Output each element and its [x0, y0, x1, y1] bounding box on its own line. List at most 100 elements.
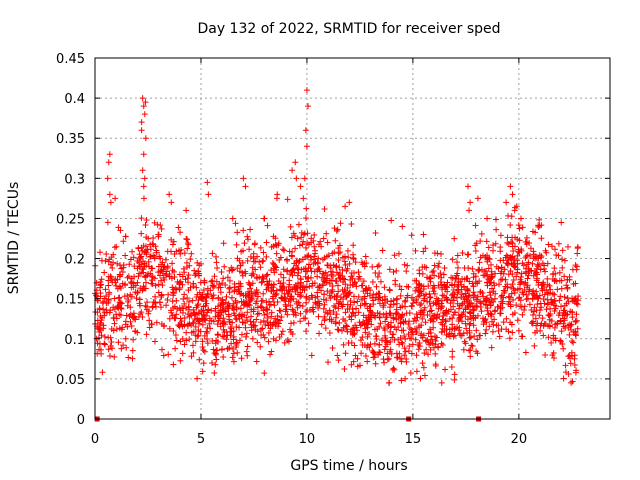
data-point: [264, 305, 271, 312]
data-point: [475, 266, 482, 273]
data-point: [339, 266, 346, 273]
data-point: [273, 319, 280, 326]
data-point: [382, 318, 389, 325]
data-point: [403, 358, 410, 365]
data-point: [477, 254, 484, 261]
data-point: [141, 175, 148, 182]
data-point: [281, 247, 288, 254]
data-point: [337, 220, 344, 227]
data-point: [398, 339, 405, 346]
data-point: [251, 240, 258, 247]
data-point: [446, 315, 453, 322]
data-point: [195, 270, 202, 277]
data-point: [162, 256, 169, 263]
data-point: [303, 293, 310, 300]
data-point: [213, 356, 220, 363]
data-point: [151, 338, 158, 345]
data-point: [166, 315, 173, 322]
data-point: [460, 346, 467, 353]
data-point: [237, 283, 244, 290]
data-point: [197, 293, 204, 300]
data-point: [210, 346, 217, 353]
data-point: [181, 300, 188, 307]
data-point: [553, 302, 560, 309]
data-point: [263, 239, 270, 246]
data-point: [435, 305, 442, 312]
data-point: [152, 243, 159, 250]
data-point: [489, 328, 496, 335]
data-point: [149, 303, 156, 310]
data-point: [421, 350, 428, 357]
data-point: [130, 336, 137, 343]
data-point: [217, 289, 224, 296]
data-point: [405, 320, 412, 327]
data-point: [302, 268, 309, 275]
data-point: [302, 244, 309, 251]
data-point: [419, 309, 426, 316]
data-point: [458, 318, 465, 325]
data-point: [147, 241, 154, 248]
data-point: [237, 291, 244, 298]
data-point: [451, 235, 458, 242]
data-point: [346, 289, 353, 296]
data-point: [266, 278, 273, 285]
data-point: [173, 297, 180, 304]
data-point: [169, 298, 176, 305]
data-point: [372, 360, 379, 367]
data-point: [366, 344, 373, 351]
data-point: [131, 273, 138, 280]
data-point: [150, 252, 157, 259]
data-point: [559, 256, 566, 263]
data-point: [515, 327, 522, 334]
data-point: [472, 222, 479, 229]
data-point: [172, 331, 179, 338]
data-point: [257, 326, 264, 333]
data-point: [538, 235, 545, 242]
data-point: [105, 346, 112, 353]
data-point: [484, 215, 491, 222]
data-point: [288, 252, 295, 259]
data-point: [184, 264, 191, 271]
data-point: [564, 276, 571, 283]
data-point: [472, 242, 479, 249]
data-point: [451, 309, 458, 316]
data-point: [564, 295, 571, 302]
data-point: [96, 340, 103, 347]
data-point: [429, 269, 436, 276]
data-point: [300, 195, 307, 202]
data-point: [236, 257, 243, 264]
data-point: [147, 246, 154, 253]
data-point: [482, 330, 489, 337]
data-point: [413, 329, 420, 336]
data-point: [231, 312, 238, 319]
data-point: [474, 336, 481, 343]
data-point: [561, 294, 568, 301]
data-point: [469, 265, 476, 272]
data-point: [244, 352, 251, 359]
data-point: [551, 297, 558, 304]
data-point: [451, 332, 458, 339]
data-point: [403, 310, 410, 317]
data-point: [211, 282, 218, 289]
data-point: [266, 302, 273, 309]
data-point: [439, 341, 446, 348]
data-point: [265, 329, 272, 336]
data-point: [274, 191, 281, 198]
data-point: [284, 257, 291, 264]
data-point: [289, 267, 296, 274]
data-point: [175, 322, 182, 329]
data-point: [536, 252, 543, 259]
data-point: [435, 264, 442, 271]
data-point: [146, 317, 153, 324]
data-point: [344, 247, 351, 254]
data-point: [519, 224, 526, 231]
data-point: [236, 268, 243, 275]
data-point: [398, 286, 405, 293]
data-point: [98, 257, 105, 264]
data-point: [399, 223, 406, 230]
data-point: [285, 298, 292, 305]
data-point: [219, 280, 226, 287]
data-point: [534, 327, 541, 334]
data-point: [489, 273, 496, 280]
data-point: [369, 263, 376, 270]
